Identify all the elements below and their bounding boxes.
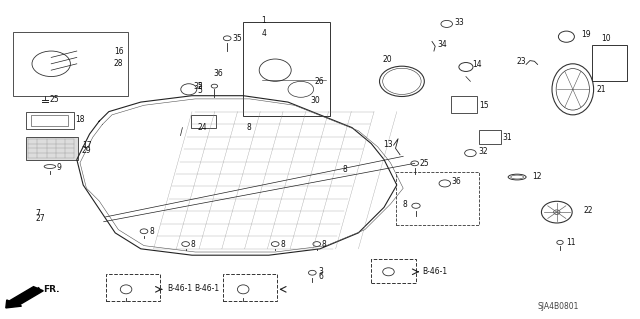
FancyArrow shape (6, 287, 44, 308)
Text: 26: 26 (315, 77, 324, 86)
Text: 8: 8 (246, 123, 251, 132)
Bar (592, 45, 627, 81)
Text: 8: 8 (280, 240, 285, 249)
Text: FR.: FR. (44, 285, 60, 294)
Bar (223, 274, 277, 301)
Text: 8: 8 (191, 240, 195, 249)
Bar (479, 130, 501, 144)
Text: 6: 6 (318, 272, 323, 281)
Text: 35: 35 (194, 82, 204, 91)
Text: 3: 3 (318, 267, 323, 276)
Bar (191, 115, 216, 128)
Bar (26, 112, 74, 129)
Text: 7: 7 (35, 209, 40, 218)
Text: 30: 30 (310, 96, 320, 105)
Bar (31, 115, 68, 126)
Text: 8: 8 (149, 227, 154, 236)
Text: 1: 1 (261, 16, 266, 25)
Text: 2: 2 (197, 82, 202, 91)
Text: 4: 4 (261, 29, 266, 38)
Bar (13, 32, 128, 96)
Text: 31: 31 (502, 133, 512, 142)
Text: 27: 27 (35, 214, 45, 223)
Bar (26, 137, 78, 160)
Text: 9: 9 (56, 163, 61, 172)
Text: 28: 28 (114, 59, 124, 68)
Text: 8: 8 (342, 165, 347, 174)
Text: 20: 20 (383, 55, 392, 63)
Text: 24: 24 (197, 123, 207, 132)
Text: 16: 16 (114, 47, 124, 56)
Text: 21: 21 (596, 85, 606, 94)
Text: 8: 8 (322, 240, 326, 249)
Bar (451, 96, 477, 113)
Text: 5: 5 (197, 86, 202, 95)
Text: 8: 8 (403, 200, 407, 209)
Text: B-46-1: B-46-1 (168, 284, 193, 293)
Bar (243, 22, 330, 116)
Text: 25: 25 (419, 159, 429, 168)
Text: 36: 36 (213, 69, 223, 78)
Text: 12: 12 (532, 172, 542, 181)
Text: 25: 25 (50, 95, 60, 104)
Text: B-46-1: B-46-1 (194, 284, 219, 293)
Text: 36: 36 (452, 177, 461, 186)
Bar (371, 259, 416, 283)
Text: 19: 19 (581, 30, 591, 39)
Text: 10: 10 (602, 34, 611, 43)
Text: 18: 18 (76, 115, 85, 124)
Text: 32: 32 (479, 147, 488, 156)
Text: SJA4B0801: SJA4B0801 (538, 302, 579, 311)
Text: 23: 23 (516, 57, 526, 66)
Text: 15: 15 (479, 101, 488, 110)
Text: 17: 17 (82, 141, 92, 150)
Bar (106, 274, 160, 301)
Text: 22: 22 (584, 206, 593, 215)
Text: 29: 29 (82, 146, 92, 155)
Text: 33: 33 (454, 18, 464, 27)
Text: 35: 35 (232, 34, 242, 43)
Bar (396, 172, 479, 225)
Text: 13: 13 (383, 140, 392, 149)
Text: 14: 14 (472, 60, 482, 69)
Text: B-46-1: B-46-1 (422, 267, 447, 276)
Text: 11: 11 (566, 238, 576, 247)
Text: 34: 34 (438, 40, 447, 48)
